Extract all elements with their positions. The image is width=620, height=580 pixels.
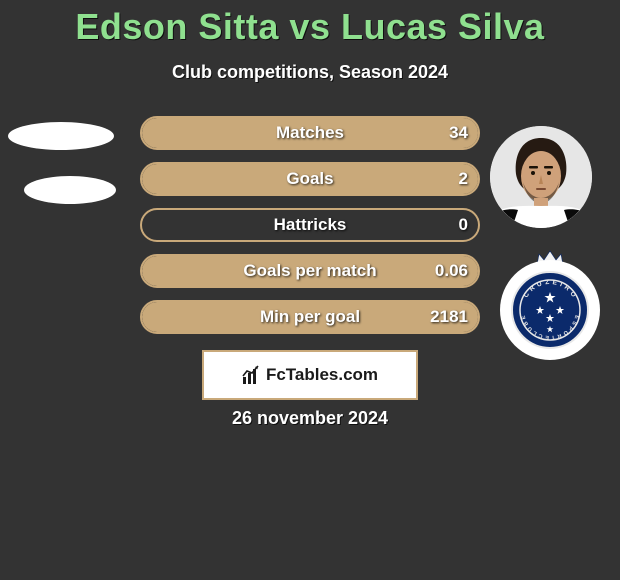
stat-row: Goals per match 0.06 (0, 254, 620, 288)
stat-row: Hattricks 0 (0, 208, 620, 242)
stats-block: Matches 34 Goals 2 Hattricks 0 Goals per… (0, 116, 620, 346)
brand-box: FcTables.com (202, 350, 418, 400)
footer-date: 26 november 2024 (0, 408, 620, 429)
stat-row: Matches 34 (0, 116, 620, 150)
stat-value: 0.06 (418, 254, 468, 288)
brand-text-wrap: FcTables.com (242, 365, 378, 385)
stat-value: 2 (418, 162, 468, 196)
stat-row: Min per goal 2181 (0, 300, 620, 334)
chart-icon (242, 365, 262, 385)
stat-value: 34 (418, 116, 468, 150)
stat-value: 2181 (418, 300, 468, 334)
stat-row: Goals 2 (0, 162, 620, 196)
page-title: Edson Sitta vs Lucas Silva (0, 0, 620, 48)
brand-label: FcTables.com (266, 365, 378, 385)
page-subtitle: Club competitions, Season 2024 (0, 62, 620, 83)
stat-value: 0 (418, 208, 468, 242)
comparison-infographic: Edson Sitta vs Lucas Silva Club competit… (0, 0, 620, 580)
